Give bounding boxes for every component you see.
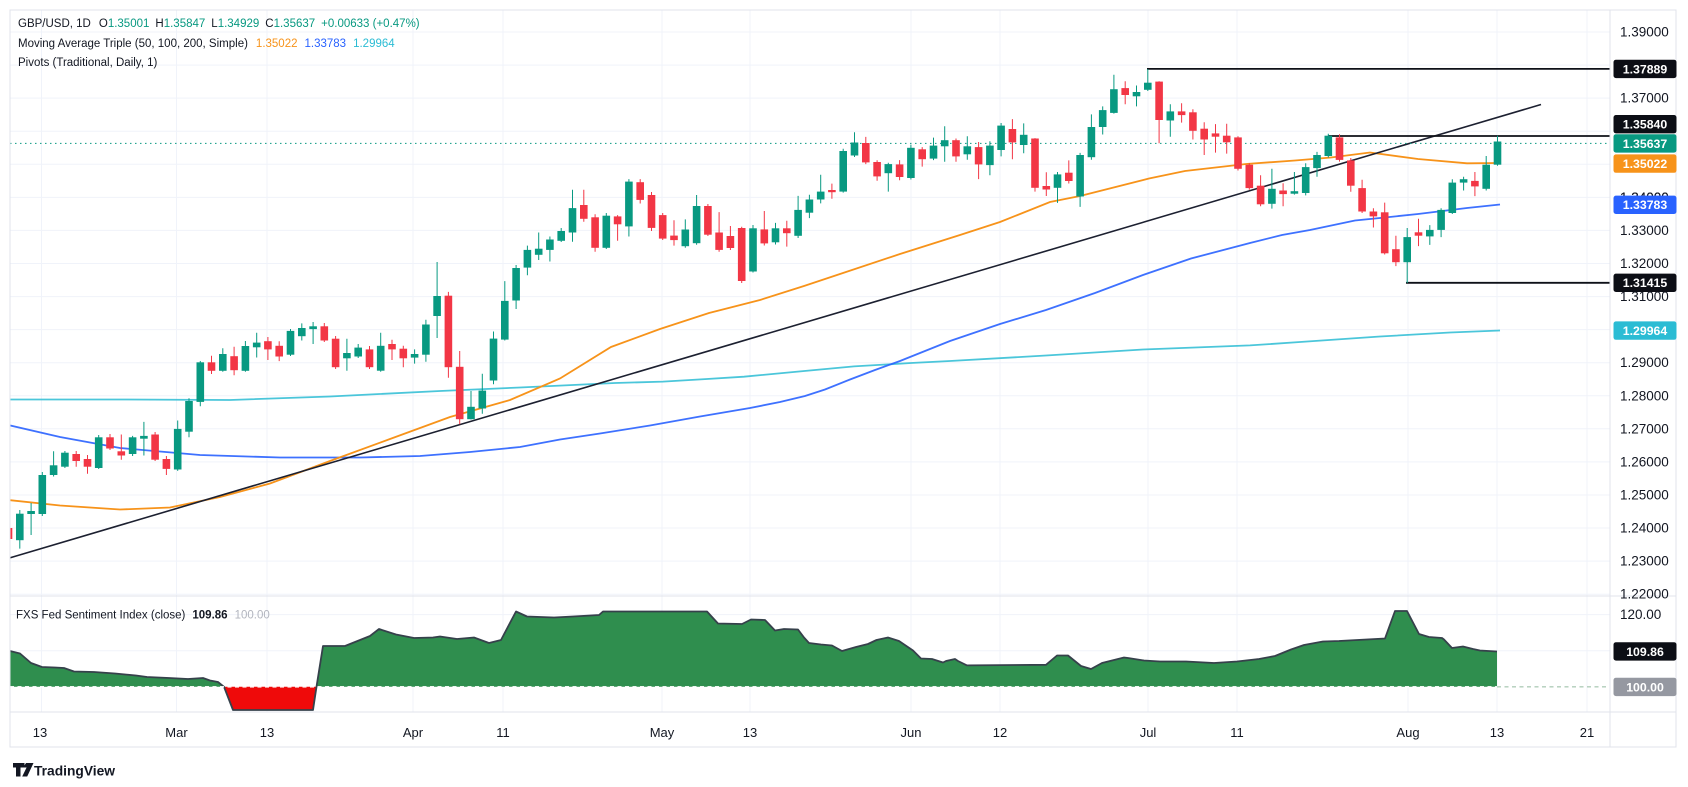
svg-text:1.35022: 1.35022 — [1623, 157, 1668, 171]
svg-text:1.27000: 1.27000 — [1620, 421, 1669, 436]
svg-text:11: 11 — [1230, 725, 1244, 740]
svg-text:1.31000: 1.31000 — [1620, 289, 1669, 304]
svg-text:May: May — [650, 725, 675, 740]
svg-text:Pivots (Traditional, Daily, 1): Pivots (Traditional, Daily, 1) — [18, 57, 157, 69]
svg-text:13: 13 — [260, 725, 274, 740]
svg-text:Aug: Aug — [1396, 725, 1419, 740]
svg-text:1.37889: 1.37889 — [1623, 62, 1668, 76]
svg-text:13: 13 — [1490, 725, 1504, 740]
svg-text:11: 11 — [496, 725, 510, 740]
svg-text:1.31415: 1.31415 — [1623, 276, 1668, 290]
svg-text:1.37000: 1.37000 — [1620, 91, 1669, 106]
svg-text:Jun: Jun — [901, 725, 922, 740]
svg-text:13: 13 — [743, 725, 757, 740]
svg-text:1.33783: 1.33783 — [1623, 198, 1668, 212]
svg-text:120.00: 120.00 — [1620, 607, 1661, 622]
svg-text:21: 21 — [1580, 725, 1594, 740]
svg-text:1.23000: 1.23000 — [1620, 554, 1669, 569]
svg-text:TradingView: TradingView — [34, 764, 115, 779]
svg-text:1.26000: 1.26000 — [1620, 454, 1669, 469]
svg-text:1.35840: 1.35840 — [1623, 118, 1668, 132]
svg-text:1.39000: 1.39000 — [1620, 25, 1669, 40]
svg-text:Apr: Apr — [403, 725, 424, 740]
svg-text:100.00: 100.00 — [1626, 680, 1664, 694]
svg-text:1.35637: 1.35637 — [1623, 137, 1668, 151]
svg-text:FXS Fed Sentiment Index (close: FXS Fed Sentiment Index (close) 109.86 100… — [16, 610, 270, 622]
svg-text:109.86: 109.86 — [1626, 645, 1664, 659]
svg-text:1.22000: 1.22000 — [1620, 587, 1669, 602]
svg-text:1.28000: 1.28000 — [1620, 388, 1669, 403]
svg-text:1.25000: 1.25000 — [1620, 488, 1669, 503]
svg-text:12: 12 — [993, 725, 1007, 740]
svg-text:Mar: Mar — [165, 725, 188, 740]
svg-text:1.32000: 1.32000 — [1620, 256, 1669, 271]
svg-text:Jul: Jul — [1140, 725, 1157, 740]
svg-text:1.33000: 1.33000 — [1620, 223, 1669, 238]
svg-text:1.24000: 1.24000 — [1620, 521, 1669, 536]
svg-text:1.29964: 1.29964 — [1623, 324, 1668, 338]
svg-text:1.29000: 1.29000 — [1620, 355, 1669, 370]
svg-text:Moving Average Triple (50, 100: Moving Average Triple (50, 100, 200, Sim… — [18, 38, 395, 50]
svg-text:13: 13 — [33, 725, 47, 740]
